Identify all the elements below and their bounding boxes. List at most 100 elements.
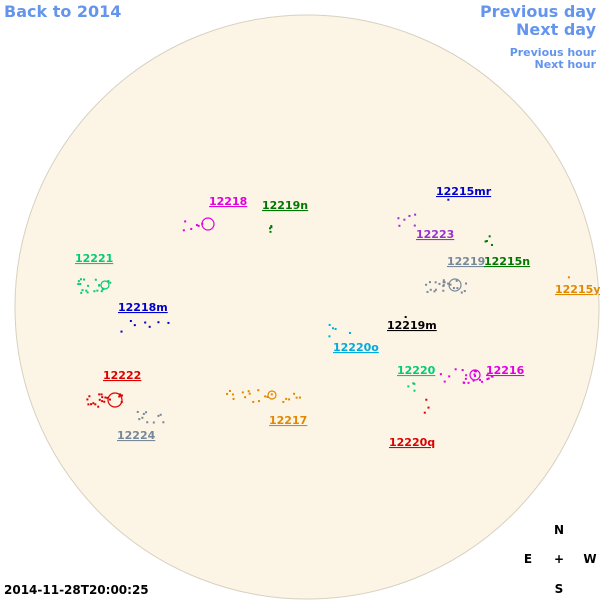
sunspot bbox=[473, 373, 476, 376]
sunspot bbox=[141, 416, 144, 419]
region-label[interactable]: 12218 bbox=[209, 195, 247, 208]
sunspot bbox=[334, 328, 337, 331]
region-label[interactable]: 12215mr bbox=[436, 185, 492, 198]
sunspot bbox=[184, 220, 187, 223]
sunspot bbox=[88, 395, 91, 398]
sunspot bbox=[100, 393, 103, 396]
sunspot bbox=[197, 224, 200, 227]
sunspot bbox=[270, 226, 273, 229]
sunspot bbox=[479, 378, 482, 381]
sunspot bbox=[413, 382, 416, 385]
sunspot bbox=[138, 418, 141, 421]
sunspot bbox=[486, 373, 489, 376]
sunspot bbox=[481, 380, 484, 383]
sunspot bbox=[264, 395, 267, 398]
previous-hour-link[interactable]: Previous hour bbox=[510, 46, 597, 59]
region-label[interactable]: 12220q bbox=[389, 436, 435, 449]
region-label[interactable]: 12221 bbox=[75, 252, 113, 265]
sunspot bbox=[101, 400, 104, 403]
sunspot-umbra bbox=[100, 280, 110, 290]
sunspot bbox=[414, 213, 417, 216]
sunspot bbox=[121, 394, 124, 397]
sunspot bbox=[398, 224, 401, 227]
sunspot bbox=[120, 330, 123, 333]
sunspot bbox=[423, 411, 426, 414]
sunspot bbox=[452, 287, 455, 290]
sunspot bbox=[228, 389, 231, 392]
region-label[interactable]: 12222 bbox=[103, 369, 141, 382]
sunspot bbox=[83, 278, 86, 281]
sunspot bbox=[298, 396, 301, 399]
compass-south: S bbox=[555, 582, 564, 596]
sunspot bbox=[162, 421, 165, 424]
sunspot bbox=[86, 291, 89, 294]
sunspot bbox=[96, 289, 99, 292]
region-label[interactable]: 12219n bbox=[262, 199, 308, 212]
sunspot bbox=[87, 284, 90, 287]
sunspot-umbra bbox=[201, 217, 215, 231]
sunspot bbox=[85, 289, 88, 292]
sunspot bbox=[484, 240, 487, 243]
sunspot bbox=[465, 282, 468, 285]
sunspot bbox=[80, 291, 83, 294]
region-label[interactable]: 12217 bbox=[269, 414, 307, 427]
sunspot bbox=[433, 290, 436, 293]
region-label[interactable]: 12223 bbox=[416, 228, 454, 241]
sunspot bbox=[98, 284, 101, 287]
region-label[interactable]: 12219m bbox=[387, 319, 437, 332]
timestamp: 2014-11-28T20:00:25 bbox=[4, 583, 149, 597]
region-label[interactable]: 12215n bbox=[484, 255, 530, 268]
region-label[interactable]: 12215y bbox=[555, 283, 600, 296]
sunspot bbox=[461, 369, 464, 372]
sunspot bbox=[404, 316, 407, 319]
sunspot bbox=[403, 218, 406, 221]
sunspot bbox=[429, 288, 432, 291]
sunspot-umbra bbox=[267, 390, 277, 400]
sunspot bbox=[77, 280, 80, 283]
sunspot bbox=[148, 325, 151, 328]
next-hour-link[interactable]: Next hour bbox=[535, 58, 597, 71]
region-label[interactable]: 12218m bbox=[118, 301, 168, 314]
sunspot bbox=[270, 393, 273, 396]
sunspot bbox=[426, 290, 429, 293]
sunspot bbox=[282, 400, 285, 403]
sunspot bbox=[145, 411, 148, 414]
sunspot bbox=[438, 282, 441, 285]
sunspot bbox=[92, 402, 95, 405]
sunspot bbox=[490, 375, 493, 378]
sunspot bbox=[86, 398, 89, 401]
sunspot-umbra bbox=[469, 369, 481, 381]
region-label[interactable]: 12220 bbox=[397, 364, 436, 377]
sunspot bbox=[447, 198, 450, 201]
sunspot bbox=[487, 377, 490, 380]
region-label[interactable]: 12220o bbox=[333, 341, 379, 354]
sunspot bbox=[293, 392, 296, 395]
back-link[interactable]: Back to 2014 bbox=[4, 2, 121, 21]
next-day-link[interactable]: Next day bbox=[516, 20, 597, 39]
sunspot bbox=[79, 278, 82, 281]
sunspot bbox=[108, 398, 111, 401]
sunspot bbox=[93, 290, 96, 293]
sunspot bbox=[442, 289, 445, 292]
sunspot bbox=[107, 280, 110, 283]
sunspot bbox=[129, 320, 132, 323]
sunspot bbox=[490, 243, 493, 246]
sunspot bbox=[270, 225, 273, 228]
sunspot bbox=[448, 375, 451, 378]
sunspot bbox=[266, 395, 269, 398]
sunspot bbox=[231, 393, 234, 396]
sunspot bbox=[428, 281, 431, 284]
previous-day-link[interactable]: Previous day bbox=[480, 2, 597, 21]
sunspot bbox=[467, 381, 470, 384]
region-label[interactable]: 12224 bbox=[117, 429, 156, 442]
sunspot bbox=[463, 290, 466, 293]
sunspot bbox=[473, 370, 476, 373]
region-label[interactable]: 12219 bbox=[447, 255, 485, 268]
sunspot bbox=[454, 368, 457, 371]
sunspot bbox=[103, 400, 106, 403]
region-label[interactable]: 12216 bbox=[486, 364, 525, 377]
sunspot bbox=[257, 389, 260, 392]
sunspot bbox=[269, 230, 272, 233]
sunspot bbox=[456, 287, 459, 290]
